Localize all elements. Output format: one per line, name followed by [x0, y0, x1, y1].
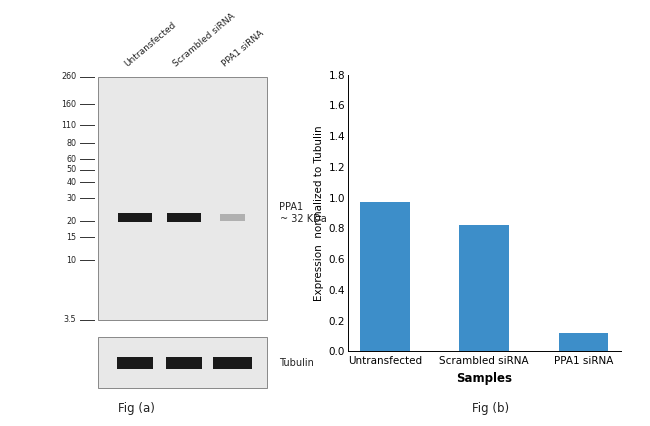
Bar [117, 357, 153, 369]
Bar [559, 333, 608, 351]
Bar [360, 202, 410, 351]
Text: 160: 160 [61, 100, 77, 109]
Text: Fig (b): Fig (b) [472, 402, 510, 415]
Bar [166, 357, 202, 369]
Text: Tubulin: Tubulin [280, 358, 315, 368]
Text: 60: 60 [66, 155, 77, 164]
Bar [220, 214, 245, 221]
Text: 20: 20 [66, 217, 77, 226]
Text: Fig (a): Fig (a) [118, 402, 155, 415]
Text: 15: 15 [66, 233, 77, 242]
Text: 3.5: 3.5 [64, 315, 77, 324]
X-axis label: Samples: Samples [456, 372, 512, 385]
Text: 80: 80 [66, 138, 77, 148]
Bar [98, 77, 266, 320]
Text: 10: 10 [66, 256, 77, 265]
Text: PPA1
~ 32 KDa: PPA1 ~ 32 KDa [280, 202, 326, 224]
Bar [98, 337, 266, 388]
Bar [118, 213, 152, 222]
Text: PPA1 siRNA: PPA1 siRNA [220, 28, 265, 68]
Text: 260: 260 [61, 72, 77, 81]
Bar [460, 225, 509, 351]
Text: 50: 50 [66, 165, 77, 174]
Y-axis label: Expression  normalized to Tubulin: Expression normalized to Tubulin [314, 125, 324, 301]
Text: 30: 30 [66, 194, 77, 203]
Text: Scrambled siRNA: Scrambled siRNA [172, 11, 237, 68]
Bar [213, 357, 252, 369]
Text: 40: 40 [66, 178, 77, 187]
Text: 110: 110 [61, 121, 77, 130]
Text: Untransfected: Untransfected [123, 20, 177, 68]
Bar [166, 213, 201, 222]
